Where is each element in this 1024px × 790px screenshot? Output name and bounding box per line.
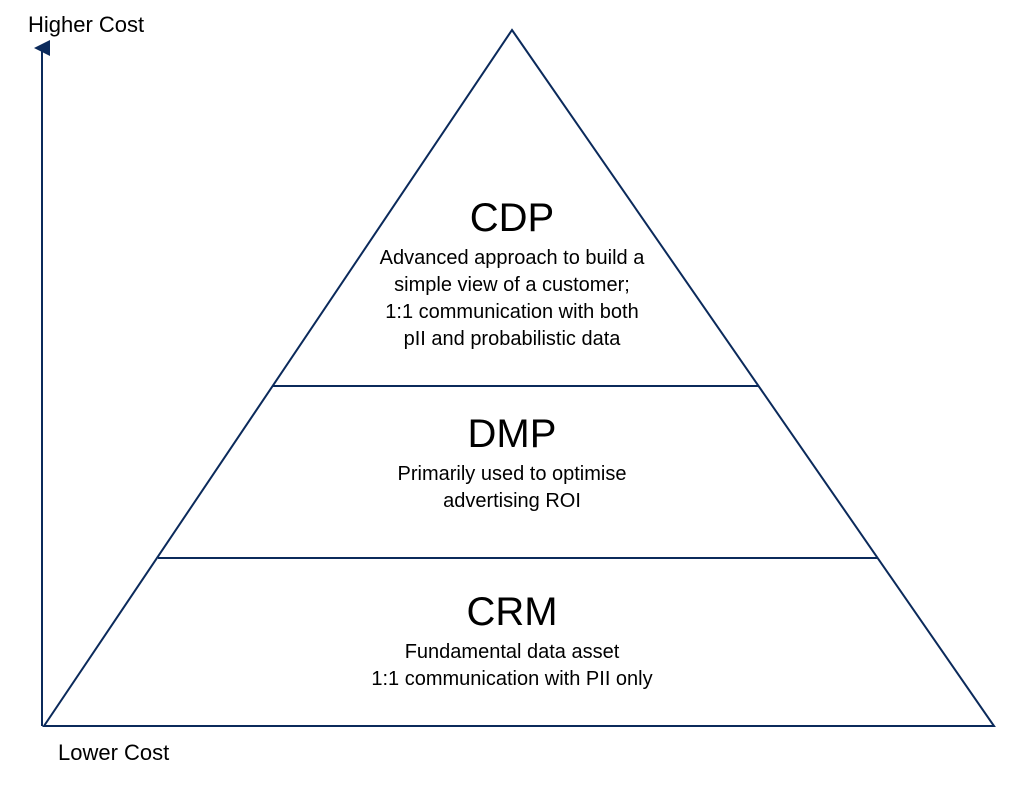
tier-crm-desc: Fundamental data asset 1:1 communication… xyxy=(0,639,1024,693)
pyramid-diagram: Higher Cost Lower Cost CDP Advanced appr… xyxy=(0,0,1024,790)
tier-dmp-desc: Primarily used to optimise advertising R… xyxy=(0,461,1024,515)
tier-cdp-desc: Advanced approach to build a simple view… xyxy=(0,245,1024,353)
axis-label-higher-cost: Higher Cost xyxy=(28,12,144,38)
tier-dmp-title: DMP xyxy=(0,412,1024,457)
tier-cdp: CDP Advanced approach to build a simple … xyxy=(0,196,1024,353)
tier-crm: CRM Fundamental data asset 1:1 communica… xyxy=(0,590,1024,693)
tier-crm-title: CRM xyxy=(0,590,1024,635)
axis-label-lower-cost: Lower Cost xyxy=(58,740,169,766)
tier-cdp-title: CDP xyxy=(0,196,1024,241)
tier-dmp: DMP Primarily used to optimise advertisi… xyxy=(0,412,1024,515)
